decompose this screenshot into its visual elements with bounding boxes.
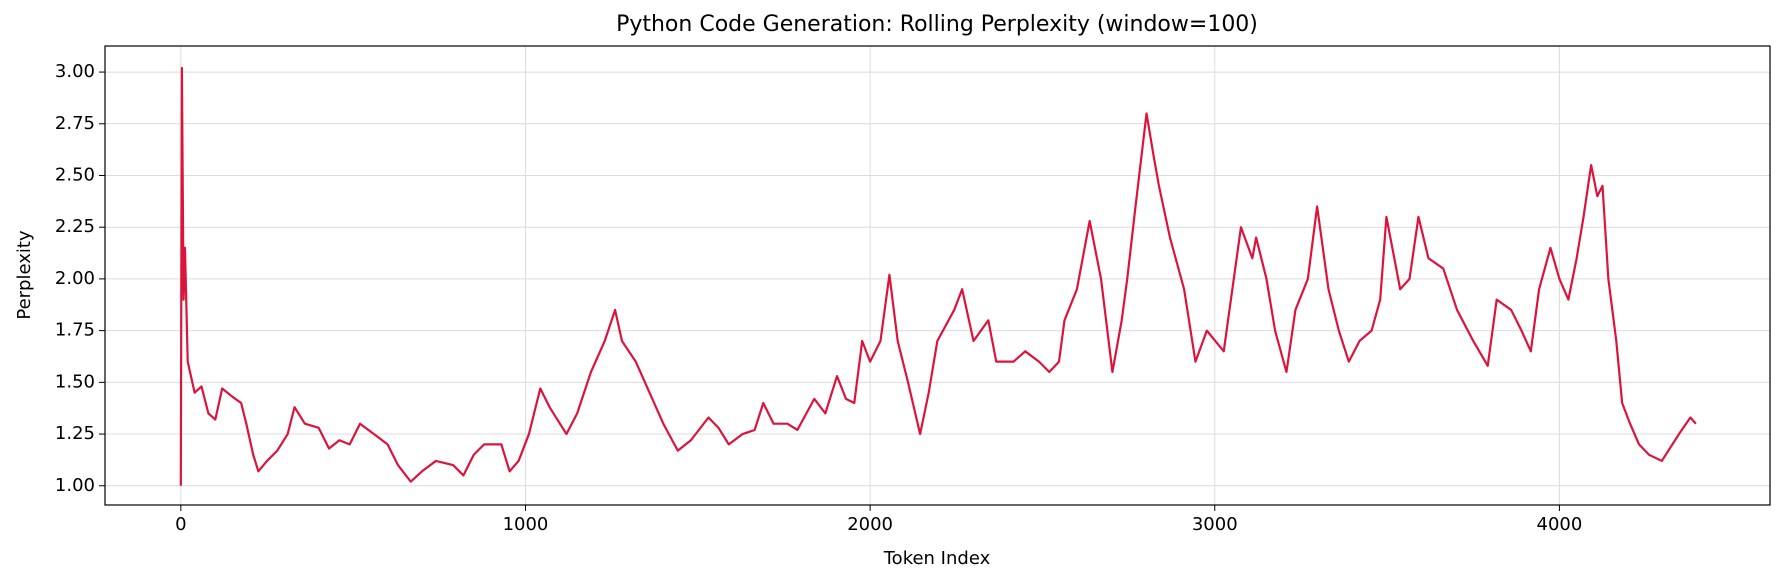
y-axis-label: Perplexity	[14, 230, 35, 320]
x-tick-label: 2000	[847, 514, 893, 535]
y-tick-label: 2.25	[55, 216, 95, 237]
y-tick-label: 3.00	[55, 61, 95, 82]
y-tick-label: 2.50	[55, 164, 95, 185]
data-line	[179, 66, 1697, 486]
y-tick-label: 1.00	[55, 475, 95, 496]
chart-title: Python Code Generation: Rolling Perplexi…	[616, 12, 1258, 37]
y-tick-label: 1.25	[55, 423, 95, 444]
x-tick-label: 1000	[503, 514, 549, 535]
y-tick-label: 1.50	[55, 371, 95, 392]
y-tick-label: 1.75	[55, 320, 95, 341]
x-tick-label: 4000	[1537, 514, 1583, 535]
y-tick-label: 2.75	[55, 113, 95, 134]
x-tick-label: 3000	[1192, 514, 1238, 535]
y-tick-label: 2.00	[55, 268, 95, 289]
x-axis-label: Token Index	[883, 548, 991, 569]
x-tick-label: 0	[175, 514, 186, 535]
plot-frame	[104, 45, 1771, 506]
